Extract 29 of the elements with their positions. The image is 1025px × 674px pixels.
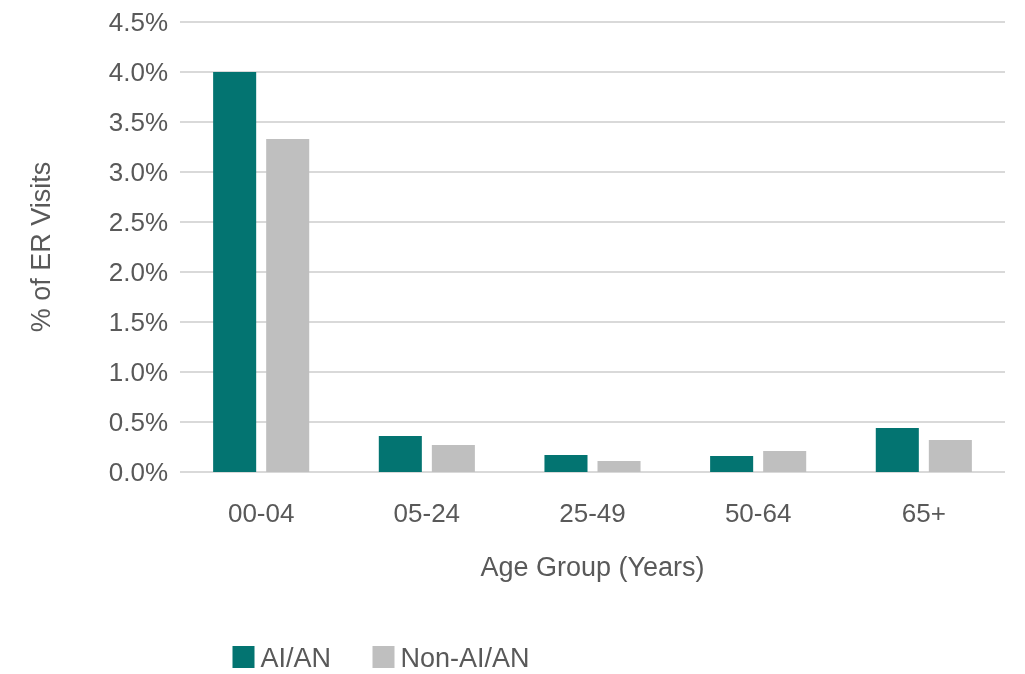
bar (431, 445, 475, 472)
y-axis-title: % of ER Visits (26, 161, 56, 333)
bar (875, 428, 919, 472)
x-axis-title: Age Group (Years) (480, 552, 705, 582)
y-tick-label: 0.5% (108, 407, 168, 438)
bar (266, 139, 310, 472)
bar (544, 455, 588, 472)
y-tick-label: 0.0% (108, 457, 168, 488)
bar (710, 456, 754, 472)
x-tick-label: 65+ (901, 498, 946, 528)
y-tick-label: 3.0% (108, 157, 168, 188)
bar (928, 440, 972, 472)
y-tick-label: 4.0% (108, 57, 168, 88)
bar (597, 461, 641, 472)
y-tick-label: 3.5% (108, 107, 168, 138)
x-tick-label: 25-49 (559, 498, 626, 528)
y-tick-label: 1.0% (108, 357, 168, 388)
y-tick-label: 4.5% (108, 7, 168, 38)
y-tick-label: 1.5% (108, 307, 168, 338)
bar (763, 451, 807, 472)
x-tick-label: 00-04 (227, 498, 295, 528)
legend-label: AI/AN (260, 643, 332, 673)
y-tick-label: 2.0% (108, 257, 168, 288)
x-tick-label: 05-24 (393, 498, 461, 528)
y-tick-label: 2.5% (108, 207, 168, 238)
bar (213, 72, 257, 472)
legend-label: Non-AI/AN (400, 643, 530, 673)
bar (378, 436, 422, 472)
x-tick-label: 50-64 (724, 498, 792, 528)
